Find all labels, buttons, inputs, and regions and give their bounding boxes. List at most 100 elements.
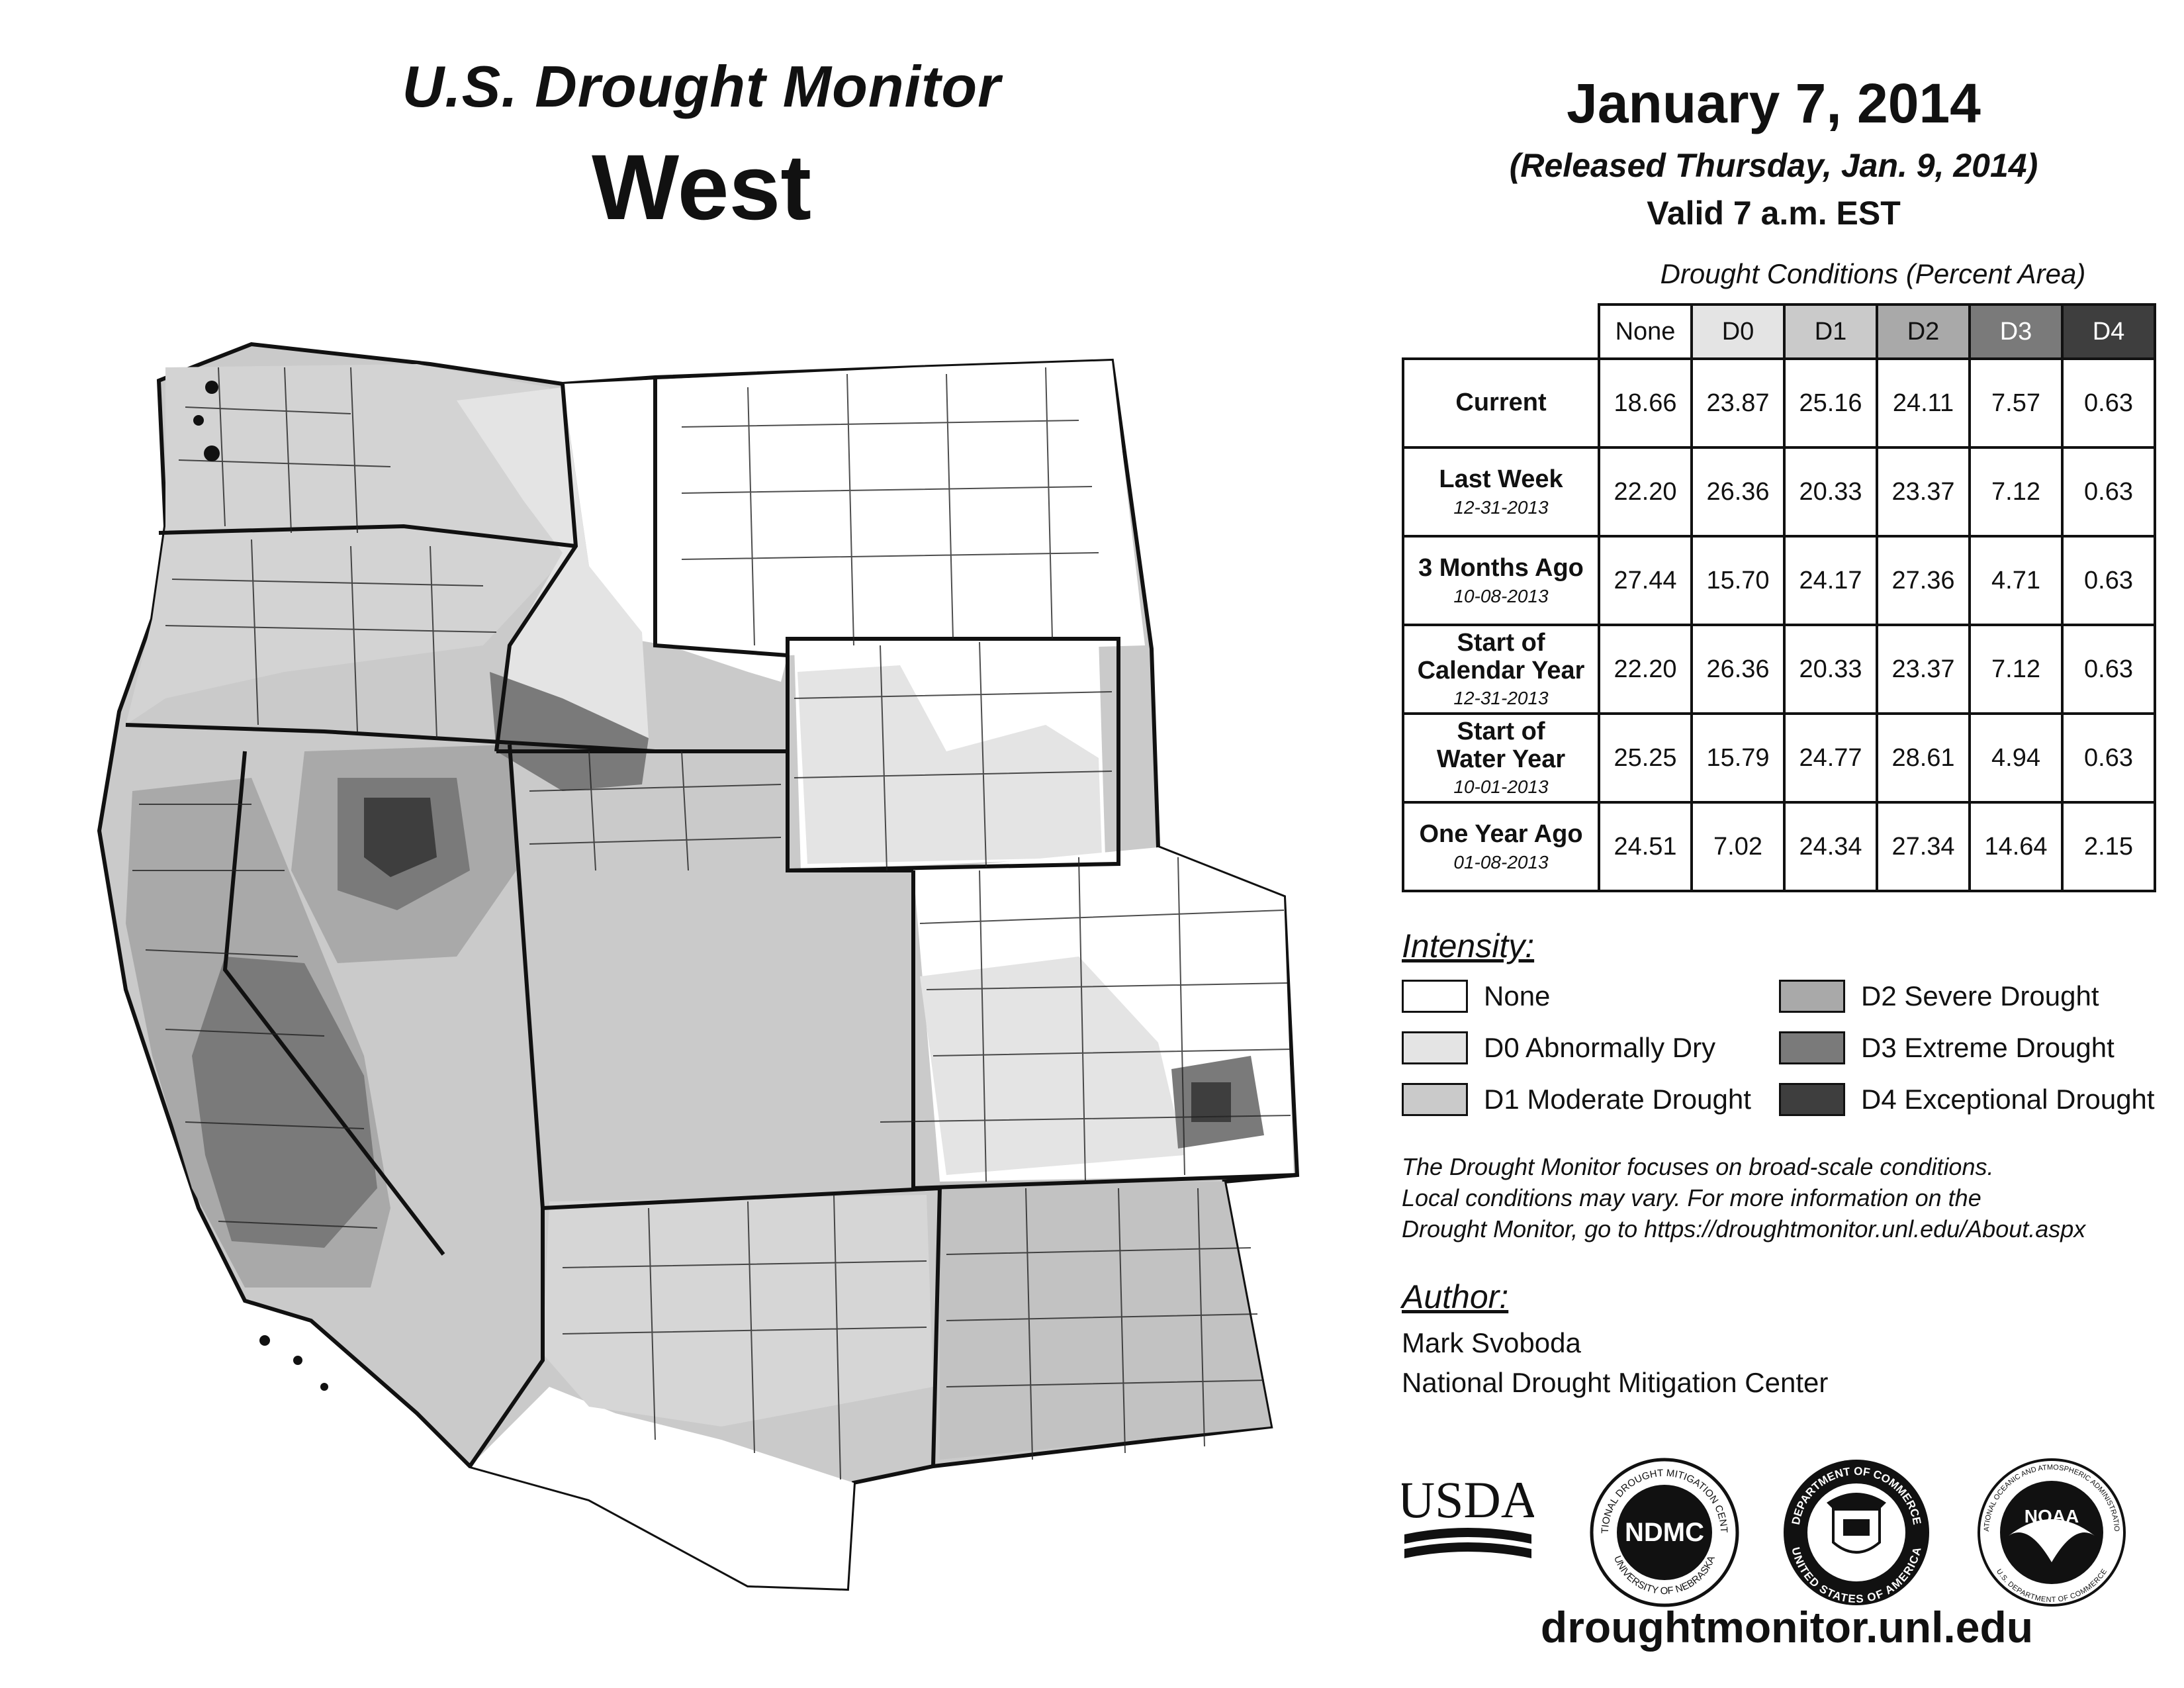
drought-map <box>86 328 1310 1605</box>
table-cell: 14.64 <box>1968 801 2064 892</box>
table-cell: 27.34 <box>1876 801 1971 892</box>
table-cell: 7.02 <box>1690 801 1786 892</box>
table-row: Last Week 12-31-2013 22.20 26.36 20.33 23… <box>1402 446 2156 538</box>
table-cell: 24.51 <box>1598 801 1693 892</box>
map-subtitle: U.S. Drought Monitor <box>402 54 1001 119</box>
table-cell: 22.20 <box>1598 446 1693 538</box>
date-block: January 7, 2014 (Released Thursday, Jan.… <box>1443 71 2105 232</box>
legend-label: None <box>1484 980 1551 1011</box>
row-label-text: Current <box>1455 389 1547 417</box>
row-label-3-months-ago: 3 Months Ago 10-08-2013 <box>1402 535 1600 626</box>
california-d3-area <box>192 957 377 1248</box>
table-cell: 26.36 <box>1690 624 1786 715</box>
author-organization: National Drought Mitigation Center <box>1402 1367 1829 1398</box>
table-cell: 0.63 <box>2061 357 2156 449</box>
legend-item-d1: D1 Moderate Drought <box>1402 1083 1751 1116</box>
ndmc-logo: NATIONAL DROUGHT MITIGATION CENTER UNIVE… <box>1585 1448 1741 1609</box>
row-label-line1: Start of <box>1457 628 1545 657</box>
table-cell: 26.36 <box>1690 446 1786 538</box>
row-label-date: 12-31-2013 <box>1453 496 1549 518</box>
note-line: Local conditions may vary. For more info… <box>1402 1184 1981 1211</box>
ndmc-logo-text: NDMC <box>1625 1518 1704 1547</box>
noaa-logo-text: NOAA <box>2025 1506 2079 1526</box>
legend-title: Intensity: <box>1402 927 1535 964</box>
note-line: The Drought Monitor focuses on broad-sca… <box>1402 1153 1994 1180</box>
map-date: January 7, 2014 <box>1567 72 1981 134</box>
table-cell: 4.71 <box>1968 535 2064 626</box>
row-label-text: Last Week <box>1439 465 1563 493</box>
idaho-d0-area <box>457 387 649 751</box>
table-cell: 7.57 <box>1968 357 2064 449</box>
arizona-none-area <box>470 1387 854 1589</box>
row-label-last-week: Last Week 12-31-2013 <box>1402 446 1600 538</box>
col-header-none: None <box>1598 303 1693 360</box>
table-cell: 2.15 <box>2061 801 2156 892</box>
colorado-d4-area <box>1191 1082 1231 1122</box>
coastline-detail <box>193 381 328 1391</box>
table-corner <box>1403 305 1599 360</box>
table-cell: 0.63 <box>2061 446 2156 538</box>
author-name: Mark Svoboda <box>1402 1327 1581 1358</box>
region-title: West <box>592 135 811 239</box>
legend-item-d0: D0 Abnormally Dry <box>1402 1031 1715 1064</box>
row-label-line2: Calendar Year <box>1417 656 1585 684</box>
legend-item-d3: D3 Extreme Drought <box>1779 1031 2115 1064</box>
table-cell: 15.79 <box>1690 712 1786 804</box>
state-boundaries <box>125 377 1298 1468</box>
county-lines <box>132 367 1291 1480</box>
new-mexico-d1-area <box>940 1182 1271 1460</box>
row-label-one-year-ago: One Year Ago 01-08-2013 <box>1402 801 1600 892</box>
table-cell: 0.63 <box>2061 624 2156 715</box>
table-cell: 0.63 <box>2061 535 2156 626</box>
legend-swatch <box>1779 1083 1845 1116</box>
table-cell: 23.37 <box>1876 624 1971 715</box>
table-cell: 24.77 <box>1783 712 1878 804</box>
table-cell: 23.37 <box>1876 446 1971 538</box>
table-cell: 0.63 <box>2061 712 2156 804</box>
legend-label: D2 Severe Drought <box>1861 980 2099 1011</box>
legend-swatch <box>1779 980 1845 1013</box>
disclaimer-note: The Drought Monitor focuses on broad-sca… <box>1402 1152 2163 1244</box>
pacific-northwest-d0-area <box>126 364 576 725</box>
legend-label: D0 Abnormally Dry <box>1484 1032 1716 1063</box>
table-row: One Year Ago 01-08-2013 24.51 7.02 24.34 … <box>1402 801 2156 892</box>
row-label-current: Current <box>1402 357 1600 449</box>
usda-logo-text: USDA <box>1402 1471 1534 1528</box>
noaa-logo: NATIONAL OCEANIC AND ATMOSPHERIC ADMINIS… <box>1973 1450 2128 1609</box>
row-label-start-water-year: Start of Water Year 10-01-2013 <box>1402 712 1600 804</box>
release-date: (Released Thursday, Jan. 9, 2014) <box>1509 147 2038 184</box>
table-cell: 25.25 <box>1598 712 1693 804</box>
nevada-d4-area <box>364 798 437 877</box>
table-cell: 24.11 <box>1876 357 1971 449</box>
table-cell: 23.87 <box>1690 357 1786 449</box>
table-row: Start of Calendar Year 12-31-2013 22.20 26… <box>1402 624 2156 715</box>
table-cell: 22.20 <box>1598 624 1693 715</box>
table-row: Current 18.66 23.87 25.16 24.11 7.57 0.6… <box>1402 357 2156 449</box>
legend-item-d4: D4 Exceptional Drought <box>1779 1083 2155 1116</box>
col-header-d3: D3 <box>1968 303 2064 360</box>
table-cell: 7.12 <box>1968 624 2064 715</box>
website-url[interactable]: droughtmonitor.unl.edu <box>1540 1603 2034 1652</box>
usda-logo: USDA <box>1398 1470 1538 1569</box>
idaho-d3-area <box>490 672 649 791</box>
legend-swatch <box>1402 980 1468 1013</box>
legend-swatch <box>1402 1083 1468 1116</box>
table-row: 3 Months Ago 10-08-2013 27.44 15.70 24.17… <box>1402 535 2156 626</box>
table-row: Start of Water Year 10-01-2013 25.25 15.79… <box>1402 712 2156 804</box>
table-cell: 18.66 <box>1598 357 1693 449</box>
table-cell: 25.16 <box>1783 357 1878 449</box>
row-label-line1: Start of <box>1457 717 1545 745</box>
table-cell: 4.94 <box>1968 712 2064 804</box>
legend-label: D4 Exceptional Drought <box>1861 1084 2155 1115</box>
table-header-row: None D0 D1 D2 D3 D4 <box>1403 303 2156 360</box>
title-block: U.S. Drought Monitor West <box>371 53 1032 241</box>
author-heading: Author: <box>1402 1278 1509 1315</box>
commerce-seal-logo: DEPARTMENT OF COMMERCE UNITED STATES OF … <box>1780 1456 1933 1609</box>
row-label-date: 10-01-2013 <box>1453 776 1549 798</box>
wyoming-d0-area <box>797 665 1102 864</box>
row-label-date: 12-31-2013 <box>1453 688 1549 709</box>
table-cell: 24.34 <box>1783 801 1878 892</box>
legend-item-none: None <box>1402 980 1550 1013</box>
col-header-d4: D4 <box>2061 303 2156 360</box>
table-cell: 7.12 <box>1968 446 2064 538</box>
